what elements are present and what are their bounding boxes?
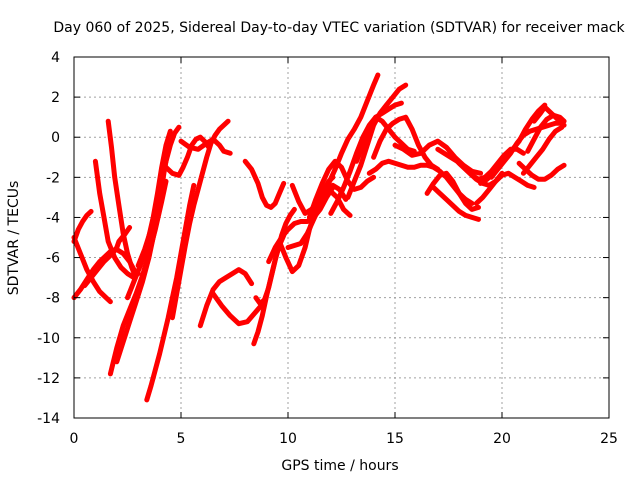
series-sat-af bbox=[431, 184, 481, 222]
series-sat-y bbox=[319, 72, 381, 196]
y-tick-label: 0 bbox=[51, 130, 60, 146]
series-sat-c bbox=[71, 235, 113, 305]
series-sat-ac bbox=[371, 114, 441, 172]
x-tick-label: 20 bbox=[493, 431, 511, 447]
series-sat-ag bbox=[424, 170, 481, 212]
series-sat-x bbox=[306, 158, 377, 220]
x-tick-label: 25 bbox=[600, 431, 618, 447]
y-axis-label: SDTVAR / TECUs bbox=[6, 181, 22, 296]
chart-title: Day 060 of 2025, Sidereal Day-to-day VTE… bbox=[53, 20, 625, 36]
series-sat-e bbox=[92, 158, 137, 281]
series-sat-ap bbox=[520, 124, 565, 176]
plot-frame bbox=[73, 56, 610, 419]
y-tick-label: 2 bbox=[51, 90, 60, 106]
y-tick-label: 4 bbox=[51, 50, 60, 66]
x-axis-label: GPS time / hours bbox=[281, 458, 398, 474]
series-sat-k bbox=[144, 182, 197, 403]
series-sat-p bbox=[210, 291, 267, 327]
series-sat-v bbox=[285, 182, 349, 250]
y-tick-label: -10 bbox=[37, 331, 60, 347]
series-sat-a bbox=[71, 208, 94, 244]
x-tick-label: 15 bbox=[386, 431, 404, 447]
series-sat-aj bbox=[473, 170, 537, 206]
series-sat-ao bbox=[531, 104, 567, 128]
series-sat-s bbox=[253, 206, 297, 307]
x-tick-label: 5 bbox=[177, 431, 186, 447]
series-sat-n bbox=[178, 136, 233, 156]
x-tick-label: 10 bbox=[279, 431, 297, 447]
series-sat-o bbox=[197, 267, 255, 329]
data-series bbox=[71, 72, 567, 403]
y-tick-label: -2 bbox=[46, 170, 60, 186]
y-tick-label: -12 bbox=[37, 371, 60, 387]
series-sat-m bbox=[169, 118, 231, 321]
series-sat-l bbox=[163, 134, 212, 178]
y-tick-label: -6 bbox=[46, 251, 60, 267]
series-sat-ab bbox=[354, 114, 417, 164]
series-sat-al bbox=[488, 120, 565, 180]
series-sat-j bbox=[135, 124, 182, 269]
series-sat-an bbox=[525, 112, 567, 154]
y-tick-label: -14 bbox=[37, 411, 60, 427]
y-tick-label: -8 bbox=[46, 291, 60, 307]
series-sat-q bbox=[242, 158, 287, 210]
series-sat-ad bbox=[366, 158, 475, 206]
y-tick-label: -4 bbox=[46, 210, 60, 226]
series-sat-f bbox=[105, 118, 141, 279]
x-tick-label: 0 bbox=[70, 431, 79, 447]
series-sat-w bbox=[289, 182, 353, 218]
